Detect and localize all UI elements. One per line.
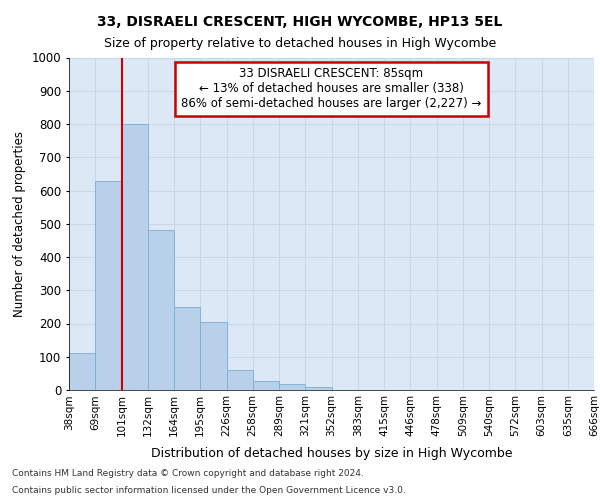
Text: 33 DISRAELI CRESCENT: 85sqm
← 13% of detached houses are smaller (338)
86% of se: 33 DISRAELI CRESCENT: 85sqm ← 13% of det… [181, 68, 482, 110]
Bar [279, 384, 305, 390]
Bar [305, 386, 331, 390]
Bar [200, 322, 227, 390]
Bar [95, 180, 121, 390]
Bar [121, 124, 148, 390]
Text: Contains public sector information licensed under the Open Government Licence v3: Contains public sector information licen… [12, 486, 406, 495]
Bar [227, 370, 253, 390]
Bar [253, 380, 279, 390]
Text: Size of property relative to detached houses in High Wycombe: Size of property relative to detached ho… [104, 38, 496, 51]
Bar [69, 354, 95, 390]
Text: Contains HM Land Registry data © Crown copyright and database right 2024.: Contains HM Land Registry data © Crown c… [12, 468, 364, 477]
Bar [148, 230, 174, 390]
Y-axis label: Number of detached properties: Number of detached properties [13, 130, 26, 317]
Text: 33, DISRAELI CRESCENT, HIGH WYCOMBE, HP13 5EL: 33, DISRAELI CRESCENT, HIGH WYCOMBE, HP1… [97, 15, 503, 29]
Bar [174, 307, 200, 390]
X-axis label: Distribution of detached houses by size in High Wycombe: Distribution of detached houses by size … [151, 448, 512, 460]
